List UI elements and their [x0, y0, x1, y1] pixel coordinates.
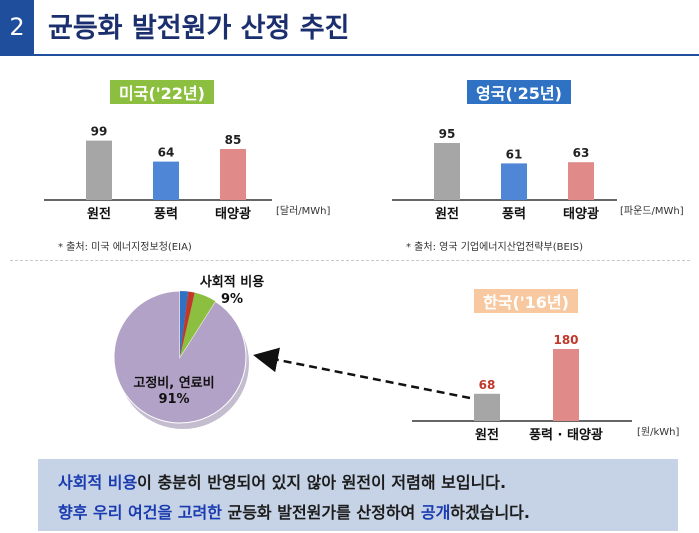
kr-category-1: 풍력 · 태양광 [529, 428, 603, 443]
section-number: 2 [0, 0, 34, 54]
pie-label-main: 고정비, 연료비 [133, 375, 214, 391]
us-category-1: 풍력 [154, 207, 178, 222]
pie-slice-social-b [180, 291, 195, 357]
line2-part1: 향후 우리 여건을 고려한 [58, 503, 222, 522]
us-unit: [달러/MWh] [276, 205, 331, 217]
kr-bar-1 [553, 349, 579, 421]
line2-part2: 균등화 발전원가를 산정하여 [221, 503, 421, 522]
kr-bar-0 [474, 393, 500, 421]
uk-category-2: 태양광 [563, 207, 599, 222]
uk-bar-1 [501, 163, 527, 200]
us-bar-2 [220, 149, 246, 200]
us-value-2: 85 [225, 133, 242, 147]
uk-bar-0 [434, 143, 460, 200]
us-value-1: 64 [158, 146, 175, 160]
uk-bar-2 [568, 162, 594, 200]
uk-category-0: 원전 [435, 206, 459, 222]
pie-slice-social-a [180, 291, 189, 357]
us-value-0: 99 [91, 125, 108, 139]
kr-chart-title: 한국('16년) [474, 289, 578, 313]
uk-chart-title: 영국('25년) [467, 80, 571, 104]
kr-unit: [원/kWh] [637, 426, 679, 438]
uk-value-0: 95 [439, 127, 456, 141]
comparison-arrow [253, 347, 471, 400]
line1-rest: 이 충분히 반영되어 있지 않아 원전이 저렴해 보입니다. [137, 473, 507, 492]
uk-value-1: 61 [506, 147, 523, 161]
us-category-2: 태양광 [215, 207, 251, 222]
section-divider [10, 260, 690, 261]
uk-value-2: 63 [573, 146, 590, 160]
us-source: * 출처: 미국 에너지정보청(EIA) [58, 242, 192, 253]
pie-percent-social: 9% [221, 292, 243, 307]
us-chart-title: 미국('22년) [110, 80, 214, 104]
header-underline [0, 54, 699, 56]
kr-value-0: 68 [479, 378, 496, 392]
us-category-0: 원전 [87, 206, 111, 222]
pie-slice-fixed-fuel [113, 290, 247, 424]
pie-slice-social-c [180, 292, 216, 357]
pie-label-social: 사회적 비용 [200, 274, 264, 290]
conclusion-box: 사회적 비용이 충분히 반영되어 있지 않아 원전이 저렴해 보입니다. 향후 … [38, 459, 678, 531]
conclusion-line-1: 사회적 비용이 충분히 반영되어 있지 않아 원전이 저렴해 보입니다. [58, 469, 506, 493]
pie-percent-main: 91% [158, 392, 189, 407]
uk-unit: [파운드/MWh] [620, 205, 684, 217]
kr-category-0: 원전 [475, 427, 499, 443]
uk-source: * 출처: 영국 기업에너지산업전략부(BEIS) [406, 242, 583, 253]
us-bar-1 [153, 161, 179, 200]
social-cost-highlight: 사회적 비용 [58, 473, 138, 492]
page-title: 균등화 발전원가 산정 추진 [48, 13, 350, 44]
us-bar-0 [86, 140, 112, 200]
line2-part3: 공개 [420, 503, 451, 522]
kr-value-1: 180 [553, 333, 578, 347]
uk-category-1: 풍력 [502, 207, 526, 222]
conclusion-line-2: 향후 우리 여건을 고려한 균등화 발전원가를 산정하여 공개하겠습니다. [58, 499, 530, 523]
line2-part4: 하겠습니다. [450, 503, 530, 522]
